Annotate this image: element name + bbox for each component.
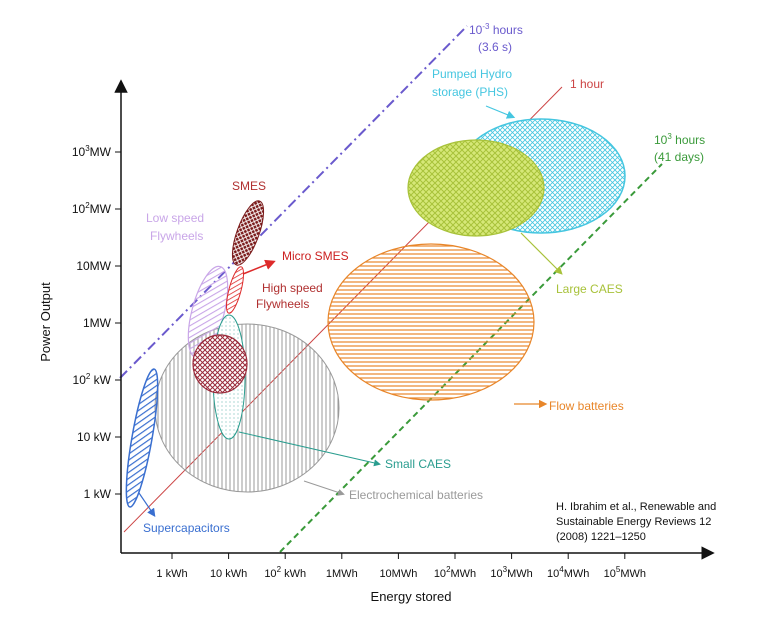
label-high-speed-flywheels-2: Flywheels (256, 297, 309, 311)
region-micro-smes (226, 266, 244, 314)
y-tick-marks (115, 151, 121, 495)
y-tick-label: 1MW (83, 316, 112, 330)
y-tick-label: 10 kW (77, 430, 112, 444)
arrow-supercapacitors (138, 492, 156, 517)
label-1e-3-hours: 10-3 hours (469, 22, 523, 37)
x-tick-label: 10 kWh (210, 568, 247, 580)
citation-line-1: H. Ibrahim et al., Renewable and (556, 501, 716, 513)
y-tick-label: 102 kW (73, 372, 112, 387)
x-tick-label: 1MWh (326, 568, 358, 580)
x-tick-labels: 1 kWh 10 kWh 102 kWh 1MWh 10MWh 102MWh 103MWh 1… (156, 565, 646, 580)
y-tick-label: 103MW (72, 144, 112, 159)
label-pumped-hydro-1: Pumped Hydro (432, 67, 512, 81)
label-smes: SMES (232, 179, 266, 193)
x-tick-label: 102MWh (434, 565, 476, 580)
arrow-electrochemical-batteries (303, 480, 345, 496)
label-micro-smes: Micro SMES (282, 249, 349, 263)
x-tick-label: 102 kWh (264, 565, 306, 580)
y-tick-label: 10MW (76, 259, 111, 273)
region-flow-batteries (327, 243, 535, 401)
citation-line-2: Sustainable Energy Reviews 12 (556, 516, 711, 528)
x-tick-label: 104MWh (547, 565, 589, 580)
arrow-micro-smes (242, 259, 276, 275)
label-large-caes: Large CAES (556, 282, 623, 296)
citation-line-3: (2008) 1221–1250 (556, 531, 646, 543)
x-axis-title: Energy stored (371, 589, 452, 604)
arrow-small-caes (238, 431, 381, 467)
region-large-caes (407, 139, 545, 237)
label-electrochemical-batteries: Electrochemical batteries (349, 488, 483, 502)
x-tick-label: 1 kWh (156, 568, 187, 580)
y-tick-label: 102MW (72, 201, 112, 216)
region-high-speed-flywheels (192, 334, 248, 394)
arrow-pumped-hydro (485, 105, 516, 119)
x-tick-label: 10MWh (379, 568, 417, 580)
label-1e3-hours: 103 hours (654, 132, 705, 147)
x-tick-label: 103MWh (490, 565, 532, 580)
label-41-days: (41 days) (654, 150, 704, 164)
x-tick-label: 105MWh (604, 565, 646, 580)
label-1-hour: 1 hour (570, 77, 604, 91)
region-supercapacitors (125, 368, 159, 508)
label-small-caes: Small CAES (385, 457, 451, 471)
label-3-6-s: (3.6 s) (478, 40, 512, 54)
region-smes (231, 200, 265, 266)
label-high-speed-flywheels-1: High speed (262, 281, 323, 295)
label-low-speed-flywheels-2: Flywheels (150, 229, 203, 243)
label-pumped-hydro-2: storage (PHS) (432, 85, 508, 99)
region-electrochemical-batteries (154, 323, 340, 493)
label-low-speed-flywheels-1: Low speed (146, 211, 204, 225)
line-1e-3-hours (119, 25, 468, 379)
y-axis-title: Power Output (38, 282, 53, 362)
label-flow-batteries: Flow batteries (549, 399, 624, 413)
y-tick-label: 1 kW (84, 487, 112, 501)
y-tick-labels: 1 kW 10 kW 102 kW 1MW 10MW 102MW 103MW (72, 144, 112, 501)
arrow-large-caes (520, 232, 563, 275)
label-supercapacitors: Supercapacitors (143, 521, 230, 535)
x-tick-marks (171, 553, 626, 559)
